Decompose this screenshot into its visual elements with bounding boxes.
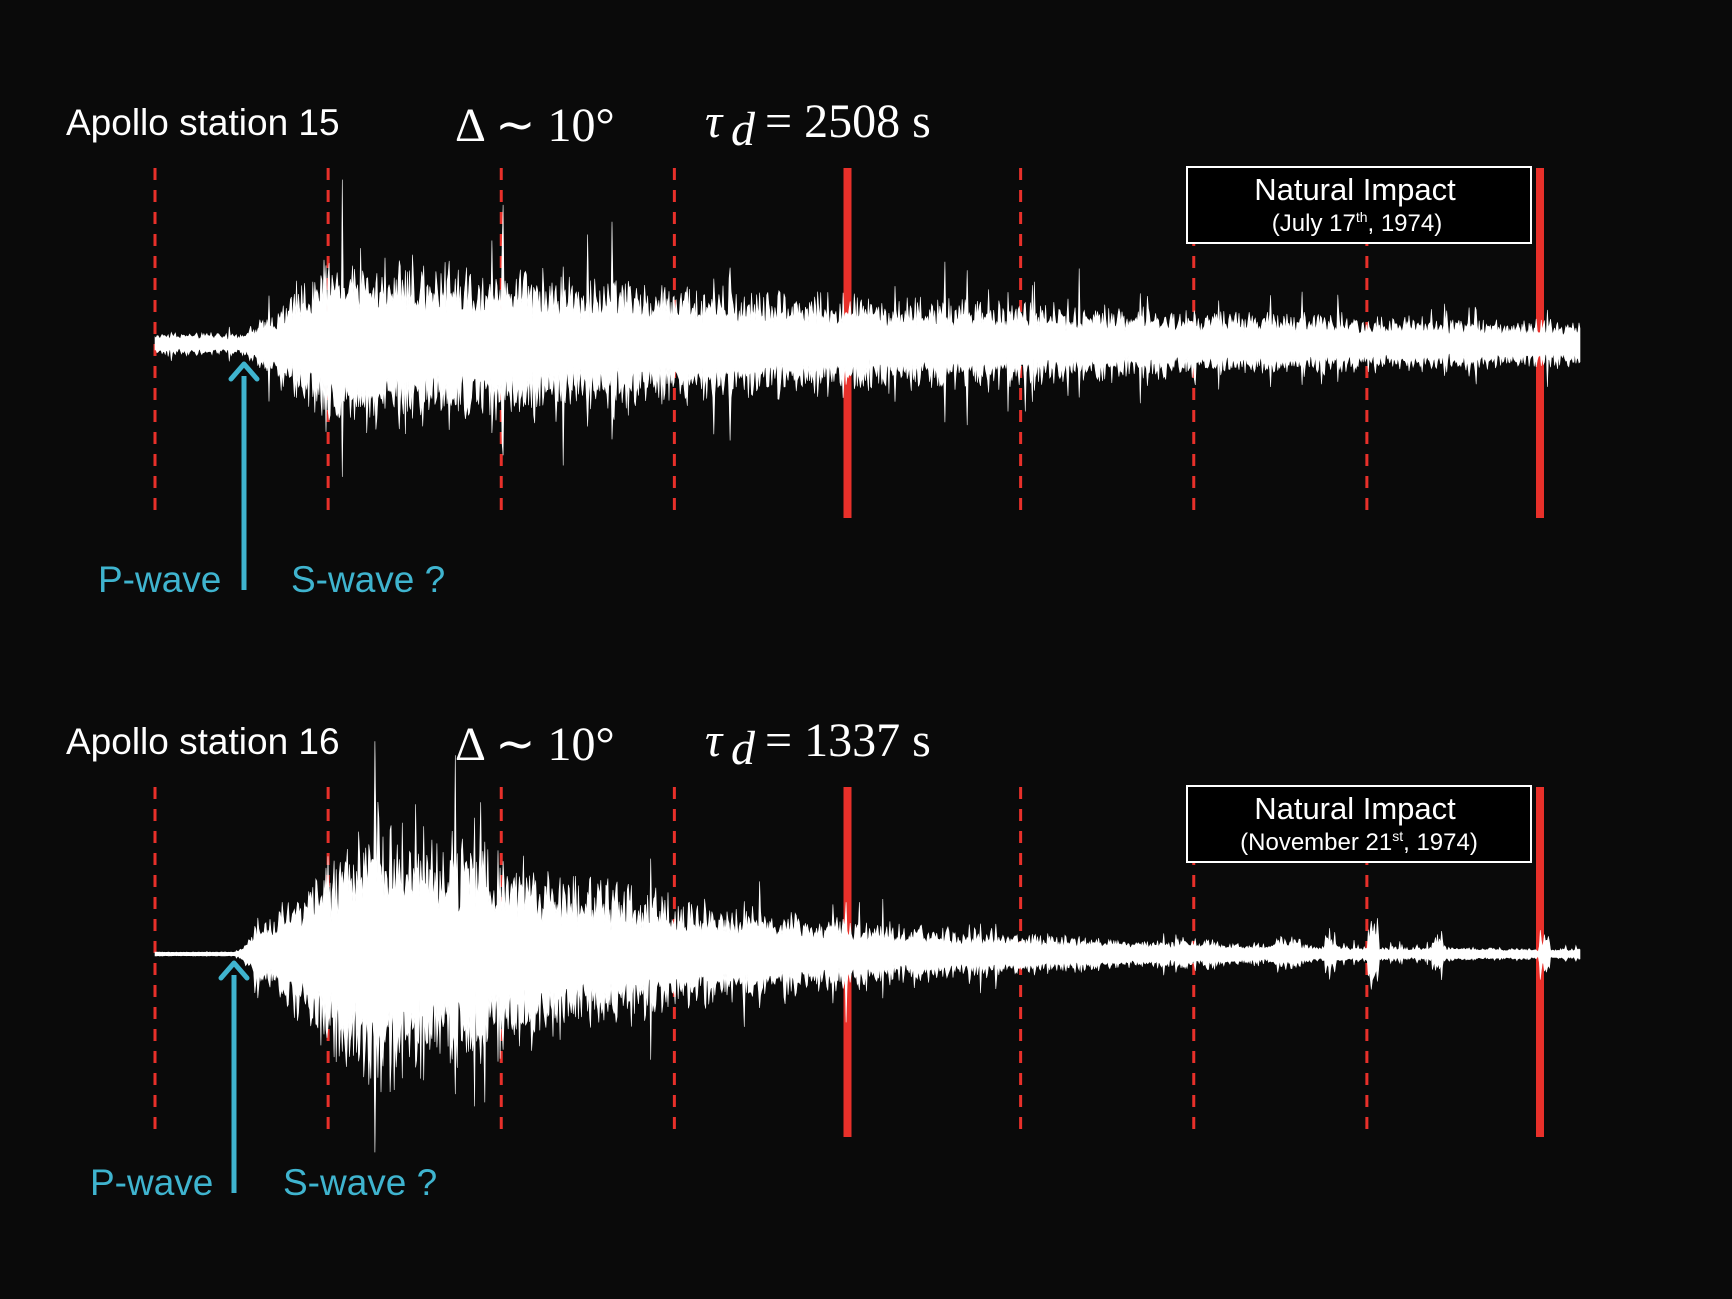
p-wave-arrow bbox=[218, 960, 250, 1193]
tau-value: = 1337 s bbox=[765, 714, 931, 767]
annotation-title: Natural Impact bbox=[1254, 172, 1456, 207]
p-wave-label: P-wave bbox=[98, 559, 221, 600]
tau-symbol: τ bbox=[705, 95, 724, 148]
date-superscript: st bbox=[1392, 828, 1403, 844]
date-prefix: (July 17 bbox=[1272, 210, 1356, 237]
tau-label: τ d = 2508 s bbox=[705, 95, 931, 156]
panel-title: Apollo station 16 bbox=[66, 721, 340, 762]
panel-station-16: Apollo station 16 Δ ∼ 10° τ d = 1337 s N… bbox=[66, 714, 1581, 1203]
annotation-frame bbox=[1186, 166, 1532, 244]
date-prefix: (November 21 bbox=[1240, 829, 1392, 856]
tau-subscript: d bbox=[731, 103, 756, 156]
date-suffix: , 1974) bbox=[1368, 210, 1443, 237]
seismogram-trace bbox=[154, 179, 1581, 477]
p-wave-arrow bbox=[228, 361, 260, 590]
date-suffix: , 1974) bbox=[1403, 829, 1478, 856]
distance-label: Δ ∼ 10° bbox=[455, 99, 615, 152]
annotation-date: (November 21st, 1974) bbox=[1240, 828, 1478, 856]
annotation-box: Natural Impact (July 17th, 1974) bbox=[1186, 166, 1532, 244]
annotation-frame bbox=[1186, 785, 1532, 863]
annotation-title: Natural Impact bbox=[1254, 791, 1456, 826]
s-wave-label: S-wave ? bbox=[283, 1162, 437, 1203]
seismogram-trace bbox=[154, 741, 1581, 1153]
tau-subscript: d bbox=[731, 722, 756, 775]
arrow-head bbox=[228, 361, 260, 382]
tau-value: = 2508 s bbox=[765, 95, 931, 148]
panel-title: Apollo station 15 bbox=[66, 102, 340, 143]
distance-label: Δ ∼ 10° bbox=[455, 718, 615, 771]
p-wave-label: P-wave bbox=[90, 1162, 213, 1203]
s-wave-label: S-wave ? bbox=[291, 559, 445, 600]
annotation-box: Natural Impact (November 21st, 1974) bbox=[1186, 785, 1532, 863]
arrow-head bbox=[218, 960, 250, 981]
panel-station-15: Apollo station 15 Δ ∼ 10° τ d = 2508 s N… bbox=[66, 95, 1581, 600]
tau-symbol: τ bbox=[705, 714, 724, 767]
tau-label: τ d = 1337 s bbox=[705, 714, 931, 775]
annotation-date: (July 17th, 1974) bbox=[1272, 209, 1442, 237]
date-superscript: th bbox=[1356, 209, 1368, 225]
